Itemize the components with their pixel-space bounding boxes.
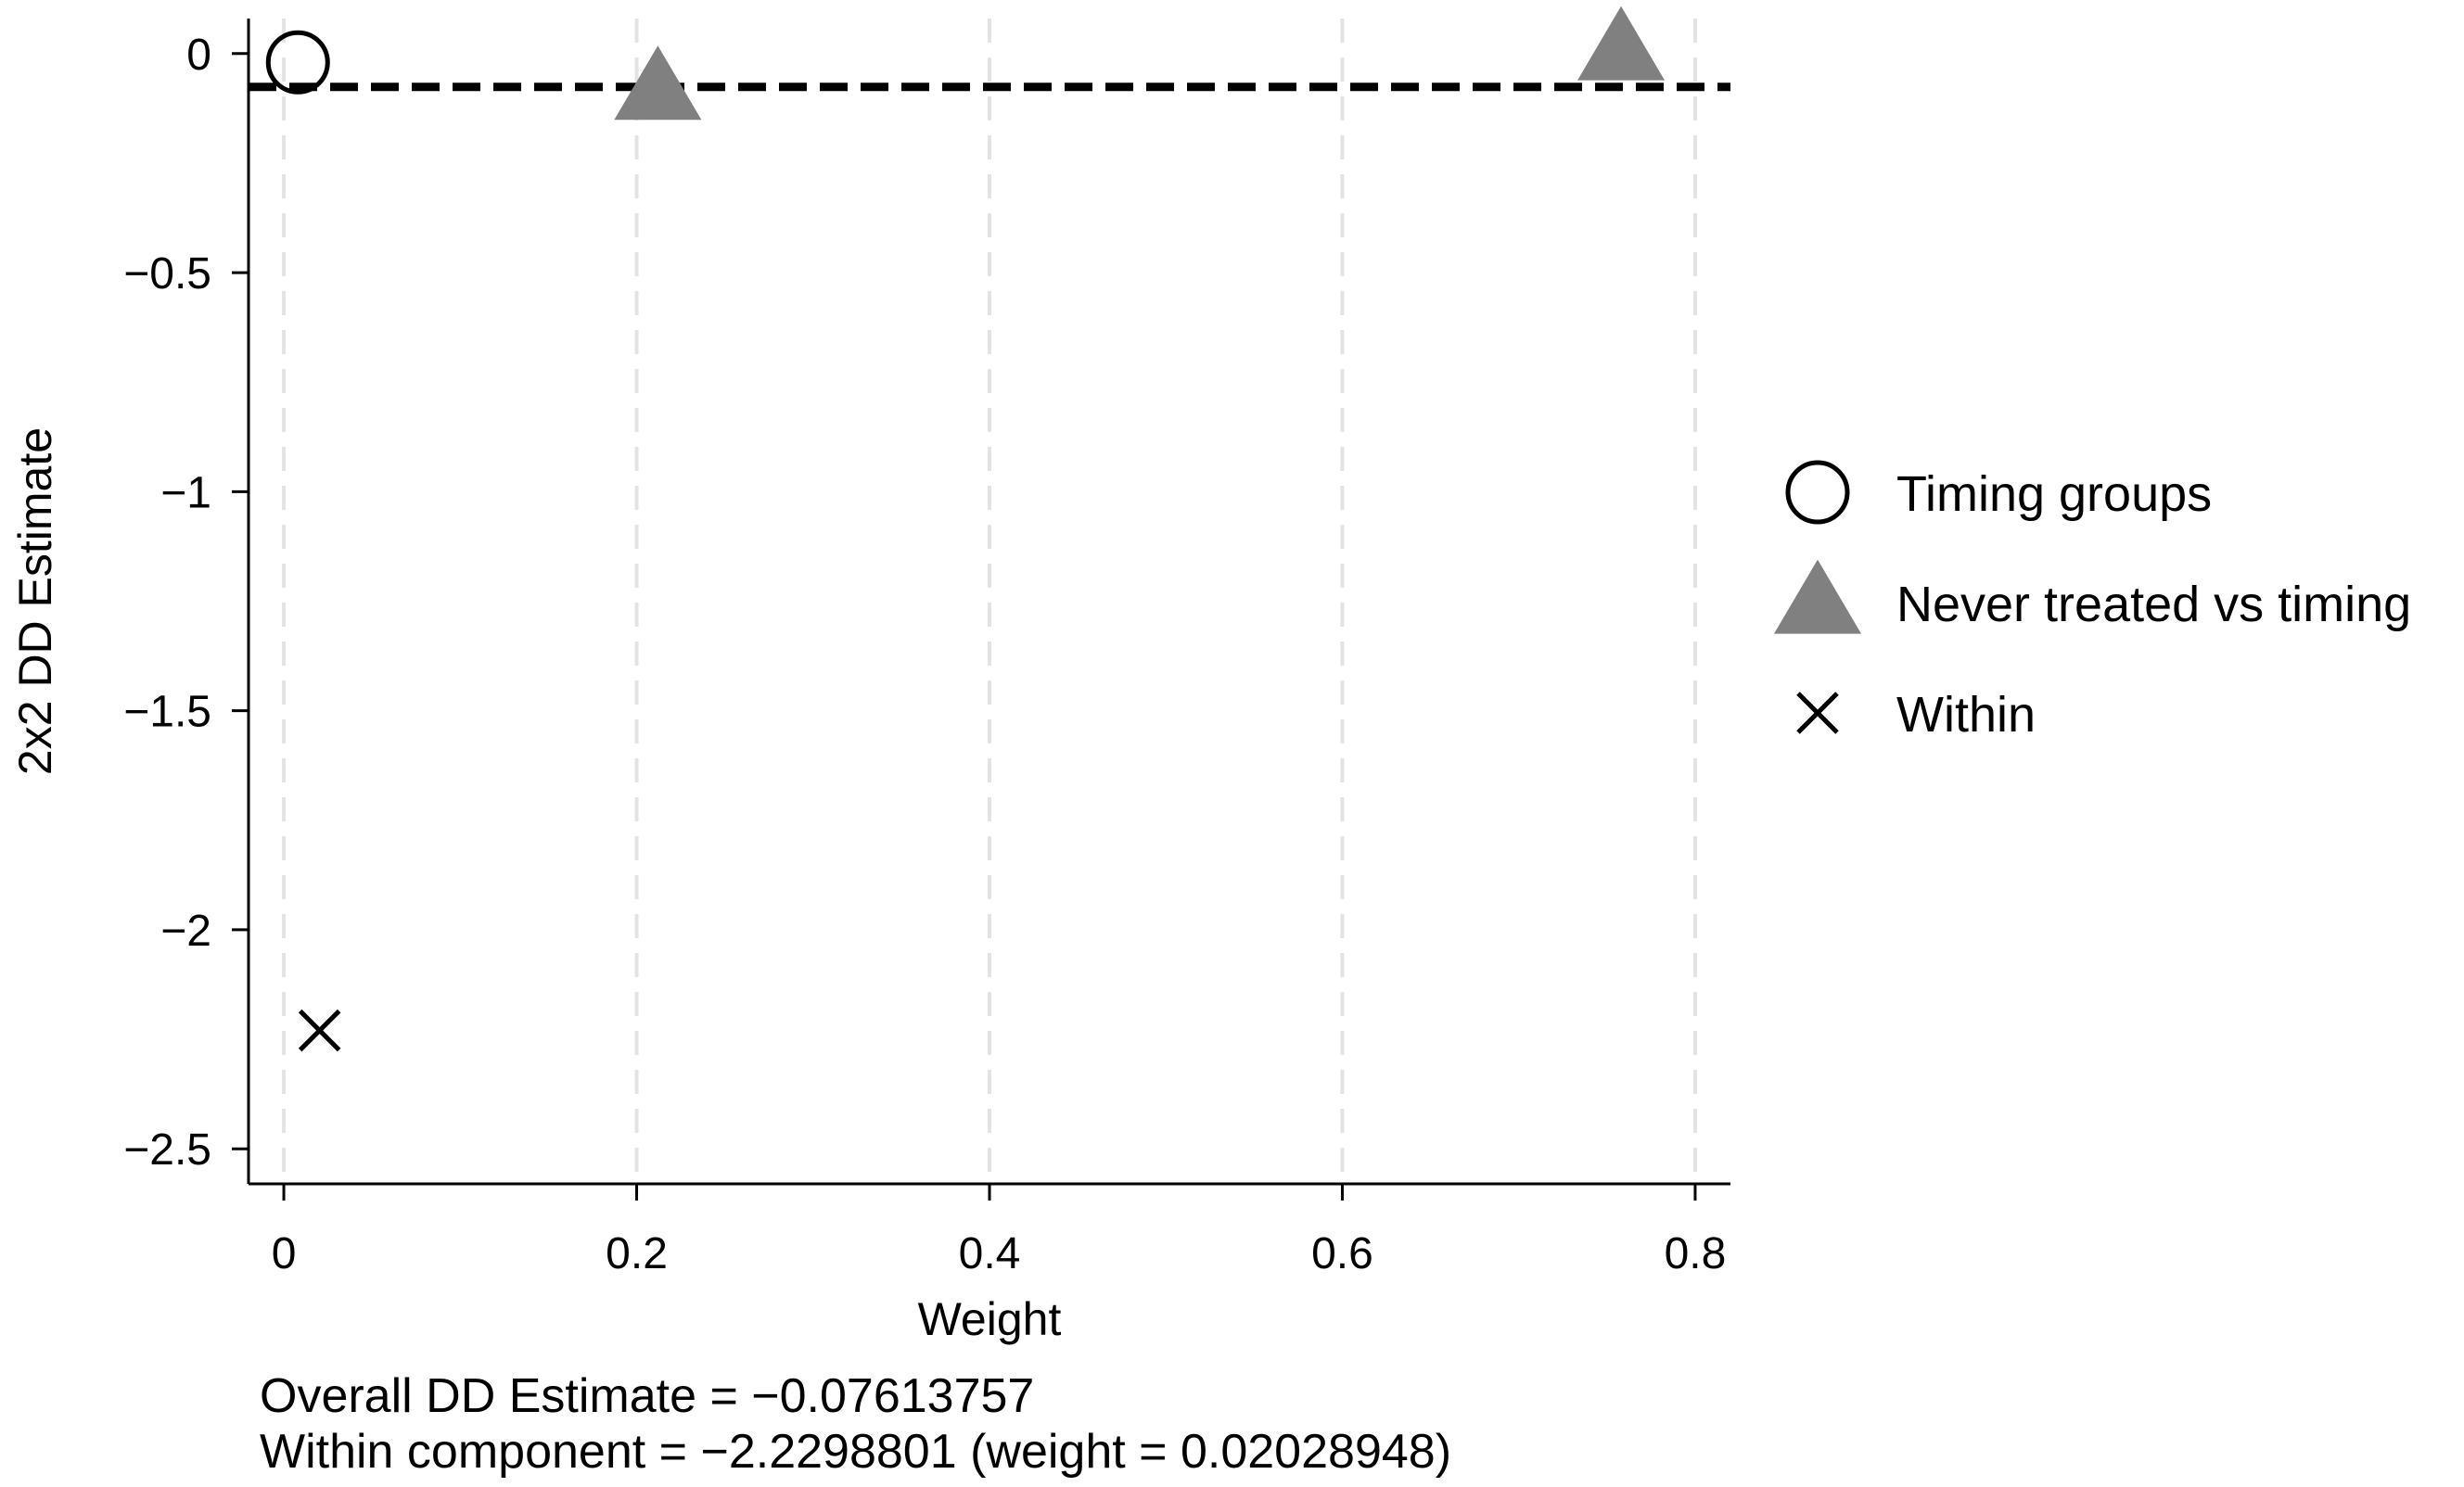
legend-label-1: Never treated vs timing — [1896, 577, 2411, 632]
legend-item-1: Never treated vs timing — [1774, 559, 2411, 634]
tick-labels: 0 0.2 0.4 0.6 0.8 0 −0.5 −1 −1.5 −2 −2.5 — [123, 31, 1726, 1278]
grid-lines — [282, 19, 1697, 1184]
x-tick-label-4: 0.8 — [1665, 1229, 1727, 1278]
within-component-note: Within component = −2.2298801 (weight = … — [260, 1425, 1452, 1479]
legend-label-0: Timing groups — [1896, 466, 2212, 522]
y-tick-label-5: −2.5 — [123, 1125, 211, 1175]
y-tick-label-1: −0.5 — [123, 249, 211, 299]
x-tick-label-3: 0.6 — [1311, 1229, 1373, 1278]
legend-marker-triangle — [1774, 559, 1861, 634]
legend-marker-x — [1796, 692, 1839, 734]
data-point-triangle-1-1 — [1577, 6, 1666, 81]
legend-item-0: Timing groups — [1785, 460, 2212, 525]
y-tick-label-0: 0 — [186, 31, 211, 80]
x-tick-label-0: 0 — [272, 1229, 297, 1278]
x-axis-title: Weight — [918, 1293, 1062, 1345]
data-point-triangle-1-0 — [614, 45, 702, 121]
legend-label-2: Within — [1896, 687, 2036, 743]
data-point-hollow-circle-0-0 — [265, 30, 330, 95]
y-tick-label-2: −1 — [160, 468, 211, 517]
legend-item-2: Within — [1796, 687, 2036, 743]
y-axis-title: 2x2 DD Estimate — [9, 427, 61, 775]
y-tick-label-3: −1.5 — [123, 688, 211, 737]
y-tick-label-4: −2 — [160, 907, 211, 956]
data-point-x-2-0 — [298, 1009, 341, 1052]
legend-marker-hollow-circle — [1785, 460, 1850, 525]
x-tick-label-1: 0.2 — [606, 1229, 668, 1278]
legend: Timing groups Never treated vs timing With… — [1774, 460, 2411, 743]
data-points — [265, 6, 1666, 1052]
x-tick-label-2: 0.4 — [959, 1229, 1021, 1278]
overall-estimate-note: Overall DD Estimate = −0.07613757 — [260, 1369, 1035, 1423]
